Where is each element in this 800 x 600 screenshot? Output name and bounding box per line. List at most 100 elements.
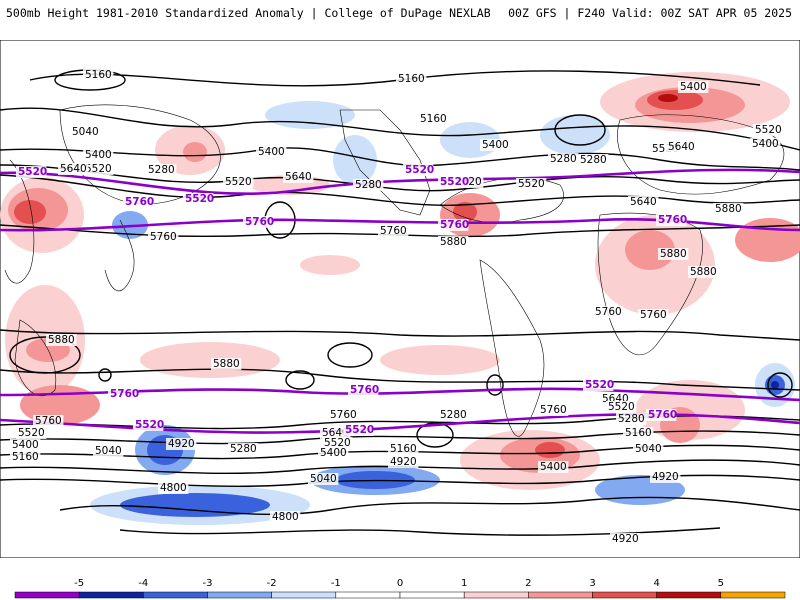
contour-label: 5160 — [390, 443, 417, 455]
contour-label: 5760 — [110, 388, 139, 400]
colorbar-swatch — [656, 591, 722, 599]
colorbar-swatch — [143, 591, 208, 599]
contour-label: 5280 — [580, 154, 607, 166]
colorbar-tick-label: -3 — [203, 578, 213, 589]
contour-label-bg — [108, 388, 139, 400]
contour-label: 5040 — [72, 126, 99, 138]
contour-label: 5760 — [648, 409, 677, 421]
contour-5760-south — [0, 387, 800, 402]
contour-label-bg — [148, 231, 179, 243]
contour-label-bg — [83, 163, 114, 175]
contour-label: 5640 — [322, 427, 349, 439]
colorbar-tick-label: 3 — [589, 578, 595, 589]
colorbar-swatch — [335, 591, 401, 599]
anomaly-neg-area — [540, 115, 610, 155]
anomaly-pos-area — [380, 345, 500, 375]
contour-label-bg — [10, 451, 41, 463]
contour-label-bg — [353, 179, 384, 191]
contour-label-bg — [10, 439, 41, 451]
contour-label-bg — [583, 379, 614, 391]
contour-label: 5760 — [150, 231, 177, 243]
contour-label-bg — [83, 149, 114, 161]
contour-label-bg — [46, 334, 77, 346]
colorbar-tick-label: 2 — [525, 578, 531, 589]
contour-label-bg — [378, 225, 409, 237]
contour-label: 5160 — [420, 113, 447, 125]
contour-label-bg — [133, 419, 164, 431]
contour-label: 4920 — [390, 456, 417, 468]
colorbar-swatch — [720, 591, 786, 599]
colorbar-swatch — [207, 591, 272, 599]
contour-label: 5040 — [310, 473, 337, 485]
contour-label: 5400 — [540, 461, 567, 473]
contour-label-bg — [593, 306, 624, 318]
contour-label: 5400 — [482, 139, 509, 151]
anomaly-pos-area — [183, 142, 207, 162]
contour-label-bg — [328, 409, 359, 421]
contour-label: 5280 — [148, 164, 175, 176]
contour-label-bg — [438, 219, 469, 231]
contour-label: 5760 — [350, 384, 379, 396]
contour-label-bg — [166, 438, 197, 450]
contour-label-bg — [713, 203, 744, 215]
contour-label-bg — [93, 445, 124, 457]
contour-label-bg — [658, 248, 689, 260]
anomaly-neg-area — [265, 101, 355, 129]
contour-label-bg — [228, 443, 259, 455]
contour-label-bg — [606, 401, 637, 413]
contour-label-bg — [70, 126, 101, 138]
contour-label-bg — [403, 164, 434, 176]
contour-label-bg — [753, 124, 784, 136]
contour-label: 5760 — [440, 219, 469, 231]
contour-label: 4800 — [272, 511, 299, 523]
contour-label-bg — [438, 236, 469, 248]
contour-label: 5520 — [585, 379, 614, 391]
contour-label: 5520 — [85, 163, 112, 175]
colorbar-tick-label: 4 — [653, 578, 659, 589]
contour-label-bg — [256, 146, 287, 158]
colorbar-swatch — [271, 591, 337, 599]
colorbar-swatch — [78, 591, 144, 599]
contour-label: 5280 — [618, 413, 645, 425]
contour-label: 4800 — [160, 482, 187, 494]
contour-label-bg — [623, 427, 654, 439]
contour-label-bg — [343, 424, 374, 436]
colorbar-tick-label: 1 — [461, 578, 467, 589]
highlight-contour-labels: 5520 5760 5520 5760 5520 5520 5760 5760 5760 5760… — [16, 164, 687, 436]
colorbar: -5 -4 -3 -2 -1 0 1 2 3 4 5 — [14, 578, 786, 599]
colorbar-tick-label: -2 — [267, 578, 277, 589]
contour-label: 4920 — [652, 471, 679, 483]
colorbar-swatch — [399, 591, 465, 599]
contour-label: 5520 — [345, 424, 374, 436]
contour-label: 5280 — [440, 409, 467, 421]
anomaly-pos-area — [300, 255, 360, 275]
contour-label-bg — [211, 358, 242, 370]
contour-label: 5880 — [48, 334, 75, 346]
contour-label-bg — [348, 384, 379, 396]
colorbar-tick-label: -4 — [138, 578, 148, 589]
contour-label: 5520 — [405, 164, 434, 176]
contour-label: 5160 — [85, 69, 112, 81]
contour-label-bg — [83, 69, 114, 81]
contour-label-bg — [538, 404, 569, 416]
contour-label: 5040 — [635, 443, 662, 455]
contour-label: 5520 — [608, 401, 635, 413]
contour-label-bg — [183, 193, 214, 205]
colorbar-tick-label: -1 — [331, 578, 341, 589]
contour-label: 5640 — [668, 141, 695, 153]
contour-label: 5400 — [752, 138, 779, 150]
contour-label-bg — [438, 176, 469, 188]
contour-label: 5160 — [12, 451, 39, 463]
contour-label-bg — [123, 196, 154, 208]
contour-label: 5760 — [125, 196, 154, 208]
contour-label: 5400 — [680, 81, 707, 93]
contour-label-bg — [516, 178, 547, 190]
contour-label-bg — [638, 309, 669, 321]
contour-label: 5400 — [258, 146, 285, 158]
contour-label: 5040 — [95, 445, 122, 457]
contour-label-bg — [633, 443, 664, 455]
contour-label-bg — [750, 138, 781, 150]
contour-label-bg — [223, 176, 254, 188]
contour-label: 5760 — [595, 306, 622, 318]
